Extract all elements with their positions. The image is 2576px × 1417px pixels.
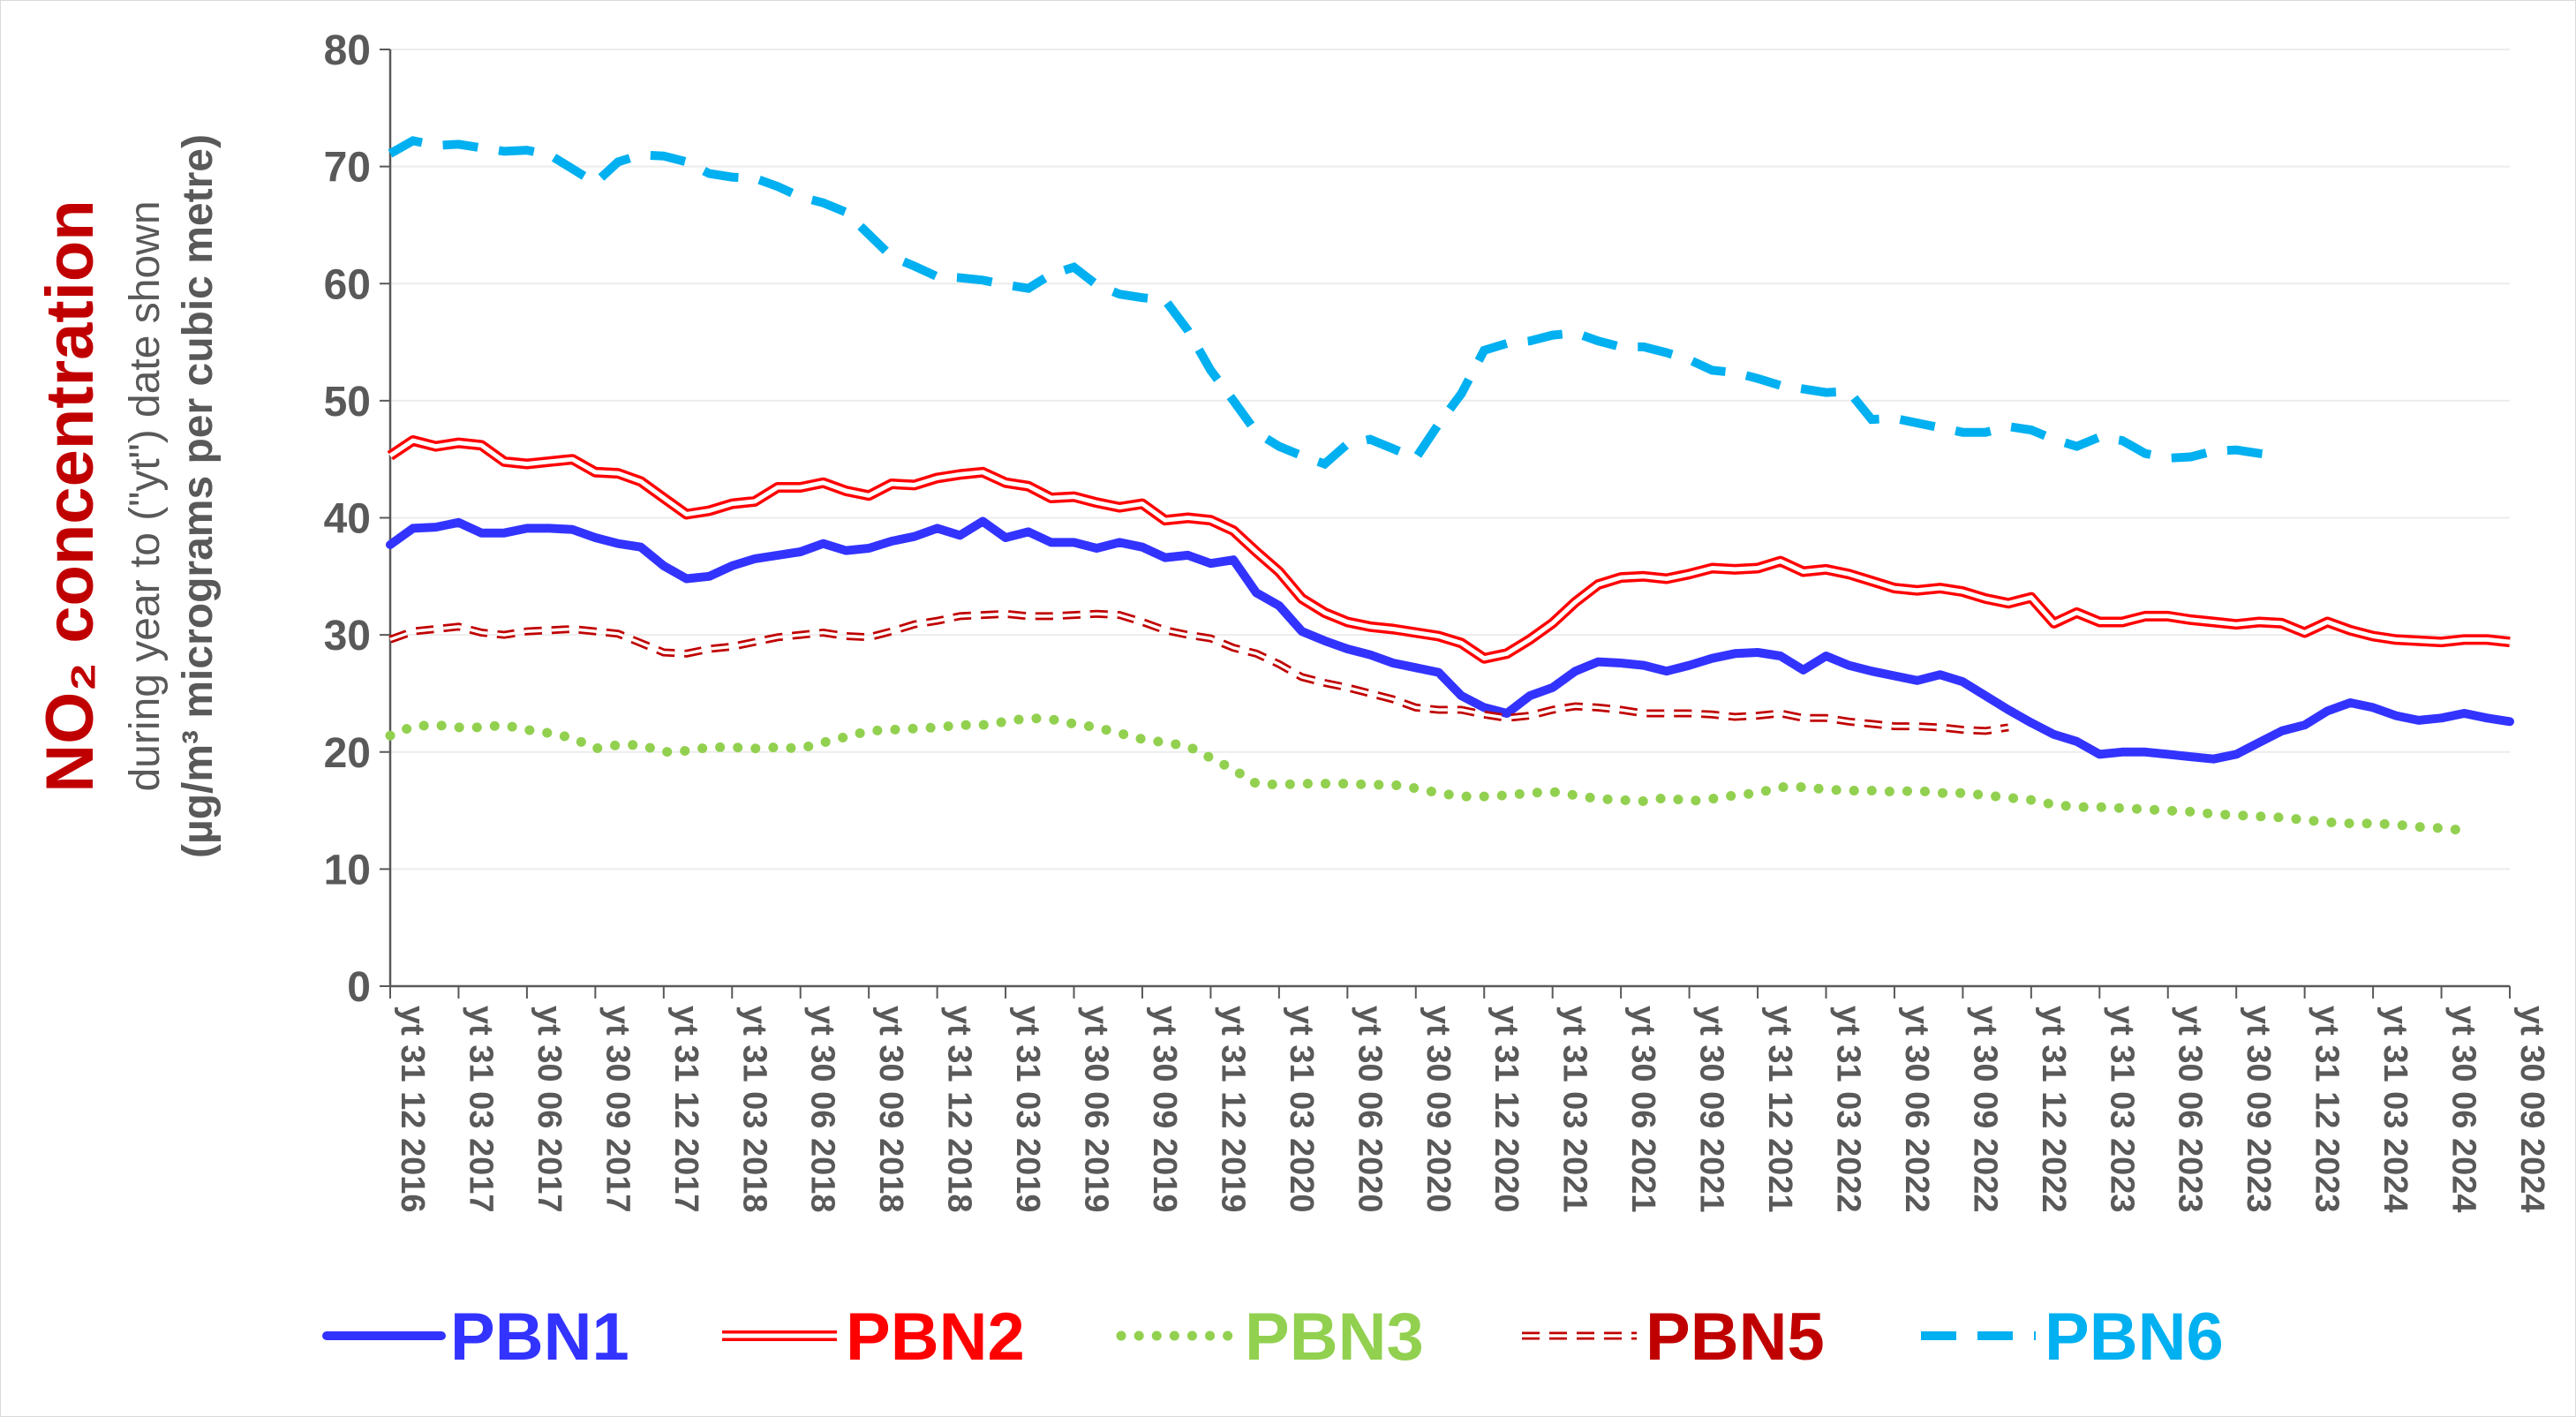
legend-item-pbn3: PBN3: [1116, 1300, 1424, 1375]
x-tick-label: yt 31 03 2024: [2376, 1006, 2414, 1213]
y-tick-label: 0: [347, 964, 371, 1011]
x-tick-label: yt 30 06 2022: [1898, 1006, 1935, 1213]
y-axis-title-main: NO₂ concentration: [33, 200, 108, 792]
series-line-pbn1: [386, 516, 2514, 764]
x-axis-ticks: yt 31 12 2016 yt 31 03 2017 yt 30 06 2017 y…: [389, 986, 2550, 1213]
legend-item-pbn2: PBN2: [722, 1300, 1025, 1375]
legend-label-pbn3: PBN3: [1245, 1300, 1424, 1375]
y-tick-label: 50: [324, 379, 371, 426]
x-tick-label: yt 31 12 2022: [2035, 1006, 2072, 1213]
y-tick-label: 20: [324, 730, 371, 777]
x-tick-label: yt 31 03 2017: [462, 1006, 499, 1213]
y-tick-label: 30: [324, 613, 371, 660]
x-tick-label: yt 30 06 2023: [2172, 1006, 2209, 1213]
x-tick-label: yt 30 09 2023: [2240, 1006, 2277, 1213]
y-axis-title-line3: (µg/m³ micrograms per cubic metre): [175, 134, 222, 858]
x-tick-label: yt 31 12 2018: [941, 1006, 978, 1213]
legend-item-pbn1: PBN1: [322, 1300, 629, 1375]
series-lines: [385, 136, 2514, 836]
series-line-pbn3: [385, 712, 2469, 836]
x-tick-label: yt 30 09 2024: [2513, 1006, 2550, 1213]
x-tick-label: yt 30 09 2017: [599, 1006, 636, 1213]
series-line-pbn5-inner: [389, 612, 2009, 733]
legend-label-pbn5: PBN5: [1646, 1300, 1825, 1375]
series-line-pbn2: [387, 435, 2511, 664]
axes: [388, 49, 2510, 988]
x-tick-label: yt 30 09 2020: [1420, 1006, 1457, 1213]
y-tick-label: 40: [324, 496, 371, 543]
x-tick-label: yt 31 12 2020: [1488, 1006, 1525, 1213]
y-tick-label: 70: [324, 145, 371, 192]
x-tick-label: yt 30 09 2022: [1966, 1006, 2003, 1213]
x-tick-label: yt 30 06 2021: [1624, 1006, 1661, 1213]
y-axis-title-line2: during year to ("yt") date shown: [122, 200, 169, 791]
x-tick-label: yt 31 12 2023: [2309, 1006, 2346, 1213]
x-tick-label: yt 30 09 2019: [1146, 1006, 1183, 1213]
x-tick-label: yt 30 06 2019: [1078, 1006, 1115, 1213]
x-tick-label: yt 30 06 2017: [531, 1006, 568, 1213]
x-tick-label: yt 30 09 2018: [872, 1006, 909, 1213]
x-tick-label: yt 31 12 2016: [394, 1006, 431, 1213]
legend-item-pbn6: PBN6: [1921, 1300, 2224, 1375]
series-line-pbn2-inner: [388, 438, 2511, 661]
x-tick-label: yt 30 06 2020: [1351, 1006, 1388, 1213]
legend-label-pbn2: PBN2: [846, 1300, 1025, 1375]
x-tick-label: yt 31 12 2021: [1761, 1006, 1798, 1213]
x-tick-label: yt 31 03 2019: [1009, 1006, 1046, 1213]
x-tick-label: yt 31 03 2023: [2103, 1006, 2140, 1213]
series-line-pbn2-outer: [387, 435, 2511, 664]
y-axis-title: NO₂ concentration during year to ("yt") …: [33, 134, 222, 858]
x-tick-label: yt 31 12 2019: [1214, 1006, 1251, 1213]
x-tick-label: yt 30 06 2018: [804, 1006, 841, 1213]
x-tick-label: yt 31 03 2020: [1283, 1006, 1320, 1213]
legend-item-pbn5: PBN5: [1522, 1300, 1825, 1375]
series-line-pbn5: [388, 609, 2009, 735]
series-line-pbn6: [388, 136, 2283, 470]
x-tick-label: yt 31 12 2017: [667, 1006, 704, 1213]
legend-label-pbn1: PBN1: [450, 1300, 629, 1375]
legend: PBN1 PBN2 PBN3 PBN5 PBN6: [322, 1300, 2224, 1375]
y-tick-label: 80: [324, 27, 371, 74]
y-tick-label: 10: [324, 847, 371, 893]
legend-label-pbn6: PBN6: [2045, 1300, 2224, 1375]
y-tick-label: 60: [324, 261, 371, 308]
x-tick-label: yt 30 06 2024: [2445, 1006, 2482, 1213]
x-tick-label: yt 31 03 2022: [1829, 1006, 1866, 1213]
y-axis-ticks: 0 10 20 30 40 50 60 70 80: [324, 27, 390, 1011]
x-tick-label: yt 31 03 2021: [1556, 1006, 1593, 1213]
x-tick-label: yt 31 03 2018: [735, 1006, 772, 1213]
x-tick-label: yt 30 09 2021: [1693, 1006, 1730, 1213]
